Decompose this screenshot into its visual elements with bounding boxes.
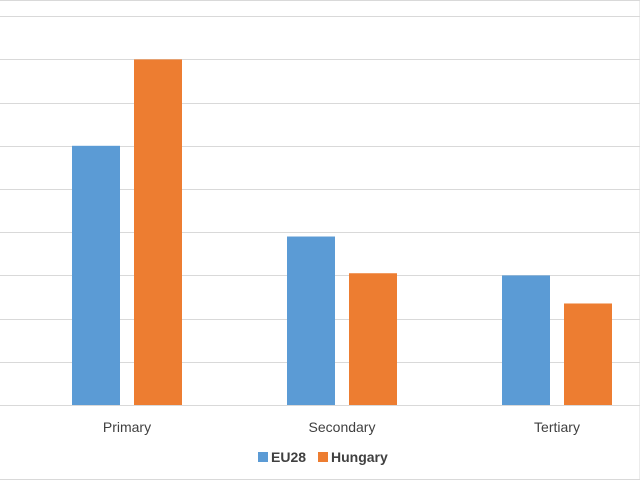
category-label-secondary: Secondary [309, 419, 376, 435]
legend-swatch-eu28 [258, 452, 268, 462]
bars [72, 59, 612, 406]
bar-eu28-tertiary [502, 275, 550, 405]
legend-swatch-hungary [318, 452, 328, 462]
category-label-tertiary: Tertiary [534, 419, 580, 435]
category-labels: Primary Secondary Tertiary [103, 419, 580, 435]
legend-label-eu28: EU28 [271, 449, 306, 465]
bar-eu28-secondary [287, 236, 335, 405]
bar-hungary-primary [134, 59, 182, 406]
bar-hungary-secondary [349, 273, 397, 405]
legend-label-hungary: Hungary [331, 449, 388, 465]
bar-hungary-tertiary [564, 303, 612, 405]
legend: EU28 Hungary [258, 449, 388, 465]
bar-eu28-primary [72, 145, 120, 406]
category-label-primary: Primary [103, 419, 151, 435]
